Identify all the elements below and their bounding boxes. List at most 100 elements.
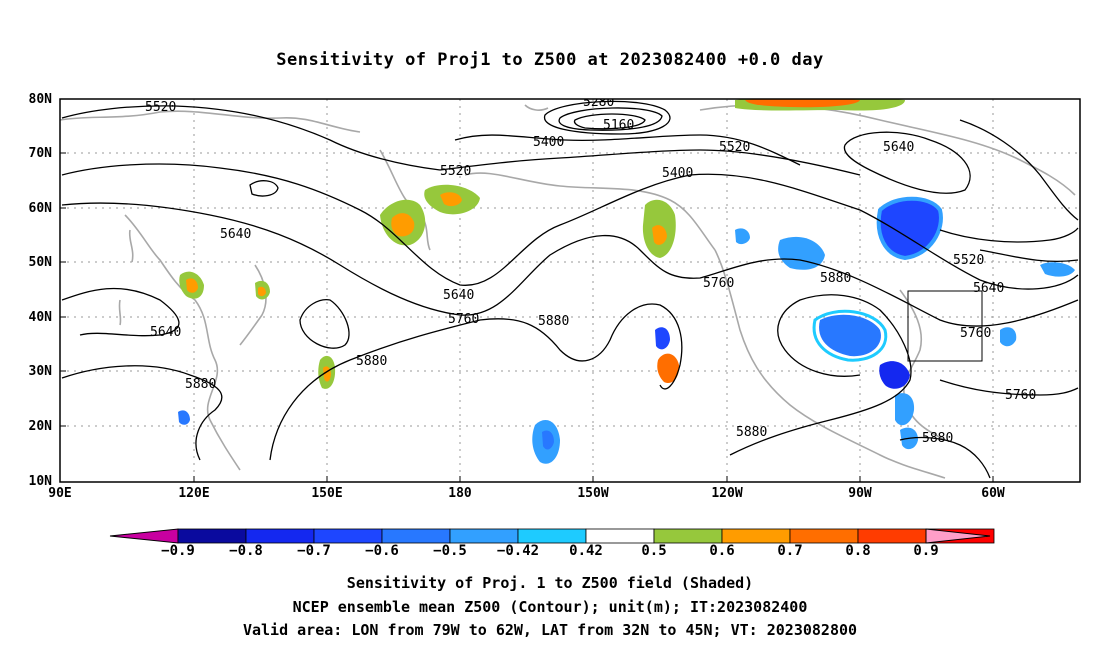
colorbar-tick-label: 0.9 (913, 543, 939, 559)
colorbar-under-triangle (109, 528, 179, 544)
coastline-asia-north (60, 110, 361, 133)
contour-label: 5640 (973, 281, 1004, 296)
shade-positive-bering-core (440, 192, 462, 207)
valid-area-box (907, 290, 983, 362)
contour-5760-main (61, 202, 1079, 327)
contour-label: 5160 (603, 118, 634, 133)
colorbar-tick-label: −0.6 (365, 543, 399, 559)
lon-label: 150E (311, 486, 343, 501)
shade-negative-canada-outer (876, 196, 943, 261)
contour-5880-central (269, 303, 683, 461)
caption-line-2: NCEP ensemble mean Z500 (Contour); unit(… (292, 598, 808, 616)
contour-label: 5880 (922, 431, 953, 446)
coastline-alaska (464, 172, 716, 251)
map-area: 5520 5280 5160 5400 5520 5640 5520 5400 … (60, 99, 1080, 482)
colorbar-tick-label: 0.42 (569, 543, 603, 559)
colorbar-bin (177, 528, 247, 544)
colorbar-bin (653, 528, 723, 544)
colorbar-bin (313, 528, 383, 544)
lat-label: 40N (28, 310, 52, 325)
colorbar-bin (789, 528, 859, 544)
shade-negative-atlantic (895, 393, 915, 426)
shade-negative-atlantic-east (1040, 262, 1075, 277)
colorbar-tick-label: −0.9 (161, 543, 195, 559)
shade-negative-gulf-outer (812, 309, 888, 362)
lat-label: 30N (28, 364, 52, 379)
colorbar-bin (721, 528, 791, 544)
contour-5520-west (61, 105, 441, 171)
colorbar-tick-label: 0.5 (641, 543, 667, 559)
contour-5640-loop (249, 180, 279, 197)
contour-label: 5760 (1005, 388, 1036, 403)
graticule (60, 99, 1080, 482)
coastline-na-east (899, 289, 946, 441)
shade-negative-hawaii-core (542, 430, 554, 450)
contour-label: 5520 (145, 100, 176, 115)
contour-5400-arctic-east (959, 119, 1079, 221)
colorbar-tick-label: −0.42 (496, 543, 540, 559)
shade-negative-east (1000, 327, 1017, 347)
contour-label: 5520 (719, 140, 750, 155)
contour-label: 5880 (538, 314, 569, 329)
contour-5520-north (439, 149, 861, 176)
colorbar-tick-label: 0.6 (709, 543, 735, 559)
colorbar (109, 528, 995, 544)
contour-label: 5760 (703, 276, 734, 291)
colorbar-bin (449, 528, 519, 544)
shade-positive-kamchatka-core (391, 213, 415, 237)
colorbar-tick-label: 0.7 (777, 543, 803, 559)
lat-label: 60N (28, 201, 52, 216)
contour-label: 5760 (448, 312, 479, 327)
shade-positive-pacific (657, 353, 680, 384)
sensitivity-shading (178, 99, 1075, 464)
coastline-japan (239, 264, 267, 346)
caption-line-3: Valid area: LON from 79W to 62W, LAT fro… (242, 621, 858, 639)
shade-positive-japan-core (186, 278, 198, 293)
shade-negative-plains (778, 236, 825, 270)
contour-5640-main (61, 163, 1079, 290)
lat-label: 50N (28, 255, 52, 270)
coastline-asia-east (124, 214, 241, 471)
contour-label: 5400 (662, 166, 693, 181)
contour-label: 5640 (220, 227, 251, 242)
lon-label: 90W (848, 486, 872, 501)
colorbar-tick-label: −0.5 (433, 543, 467, 559)
lon-label: 180 (448, 486, 472, 501)
contour-label: 5640 (883, 140, 914, 155)
contour-label: 5880 (185, 377, 216, 392)
caption-line-1: Sensitivity of Proj. 1 to Z500 field (Sh… (346, 574, 754, 592)
contour-5400-north (454, 134, 801, 166)
shade-negative-alaska (735, 228, 750, 245)
colorbar-bin (381, 528, 451, 544)
shade-negative-gulf (819, 314, 881, 357)
colorbar-bin (857, 528, 927, 544)
lat-label: 10N (28, 474, 52, 489)
contour-5280-mid (558, 107, 663, 131)
contour-5880-atlantic (939, 379, 1079, 396)
contour-label: 5640 (443, 288, 474, 303)
shade-positive-arctic-core (745, 99, 860, 108)
lat-label: 80N (28, 92, 52, 107)
coastline-na-west (714, 249, 946, 479)
contour-5400-east (843, 131, 971, 194)
colorbar-tick-label: −0.8 (229, 543, 263, 559)
lon-label: 150W (577, 486, 609, 501)
contour-label: 5400 (533, 135, 564, 150)
shade-negative-florida (879, 361, 910, 389)
contour-5880-carib (899, 436, 991, 479)
colorbar-tick-label: 0.8 (845, 543, 871, 559)
shade-negative-pacific (655, 327, 670, 350)
contour-label: 5760 (960, 326, 991, 341)
lat-label: 20N (28, 419, 52, 434)
lon-label: 120E (178, 486, 210, 501)
map-frame (59, 98, 1081, 483)
contour-5280-5160-low (544, 100, 671, 135)
contour-label: 5640 (150, 325, 181, 340)
height-contours (61, 100, 1079, 479)
lon-label: 120W (711, 486, 743, 501)
colorbar-bin (585, 528, 655, 544)
shade-negative-philippines (178, 410, 190, 425)
contour-label-layer: 5520 5280 5160 5400 5520 5640 5520 5400 … (145, 99, 1036, 446)
colorbar-bin (517, 528, 587, 544)
